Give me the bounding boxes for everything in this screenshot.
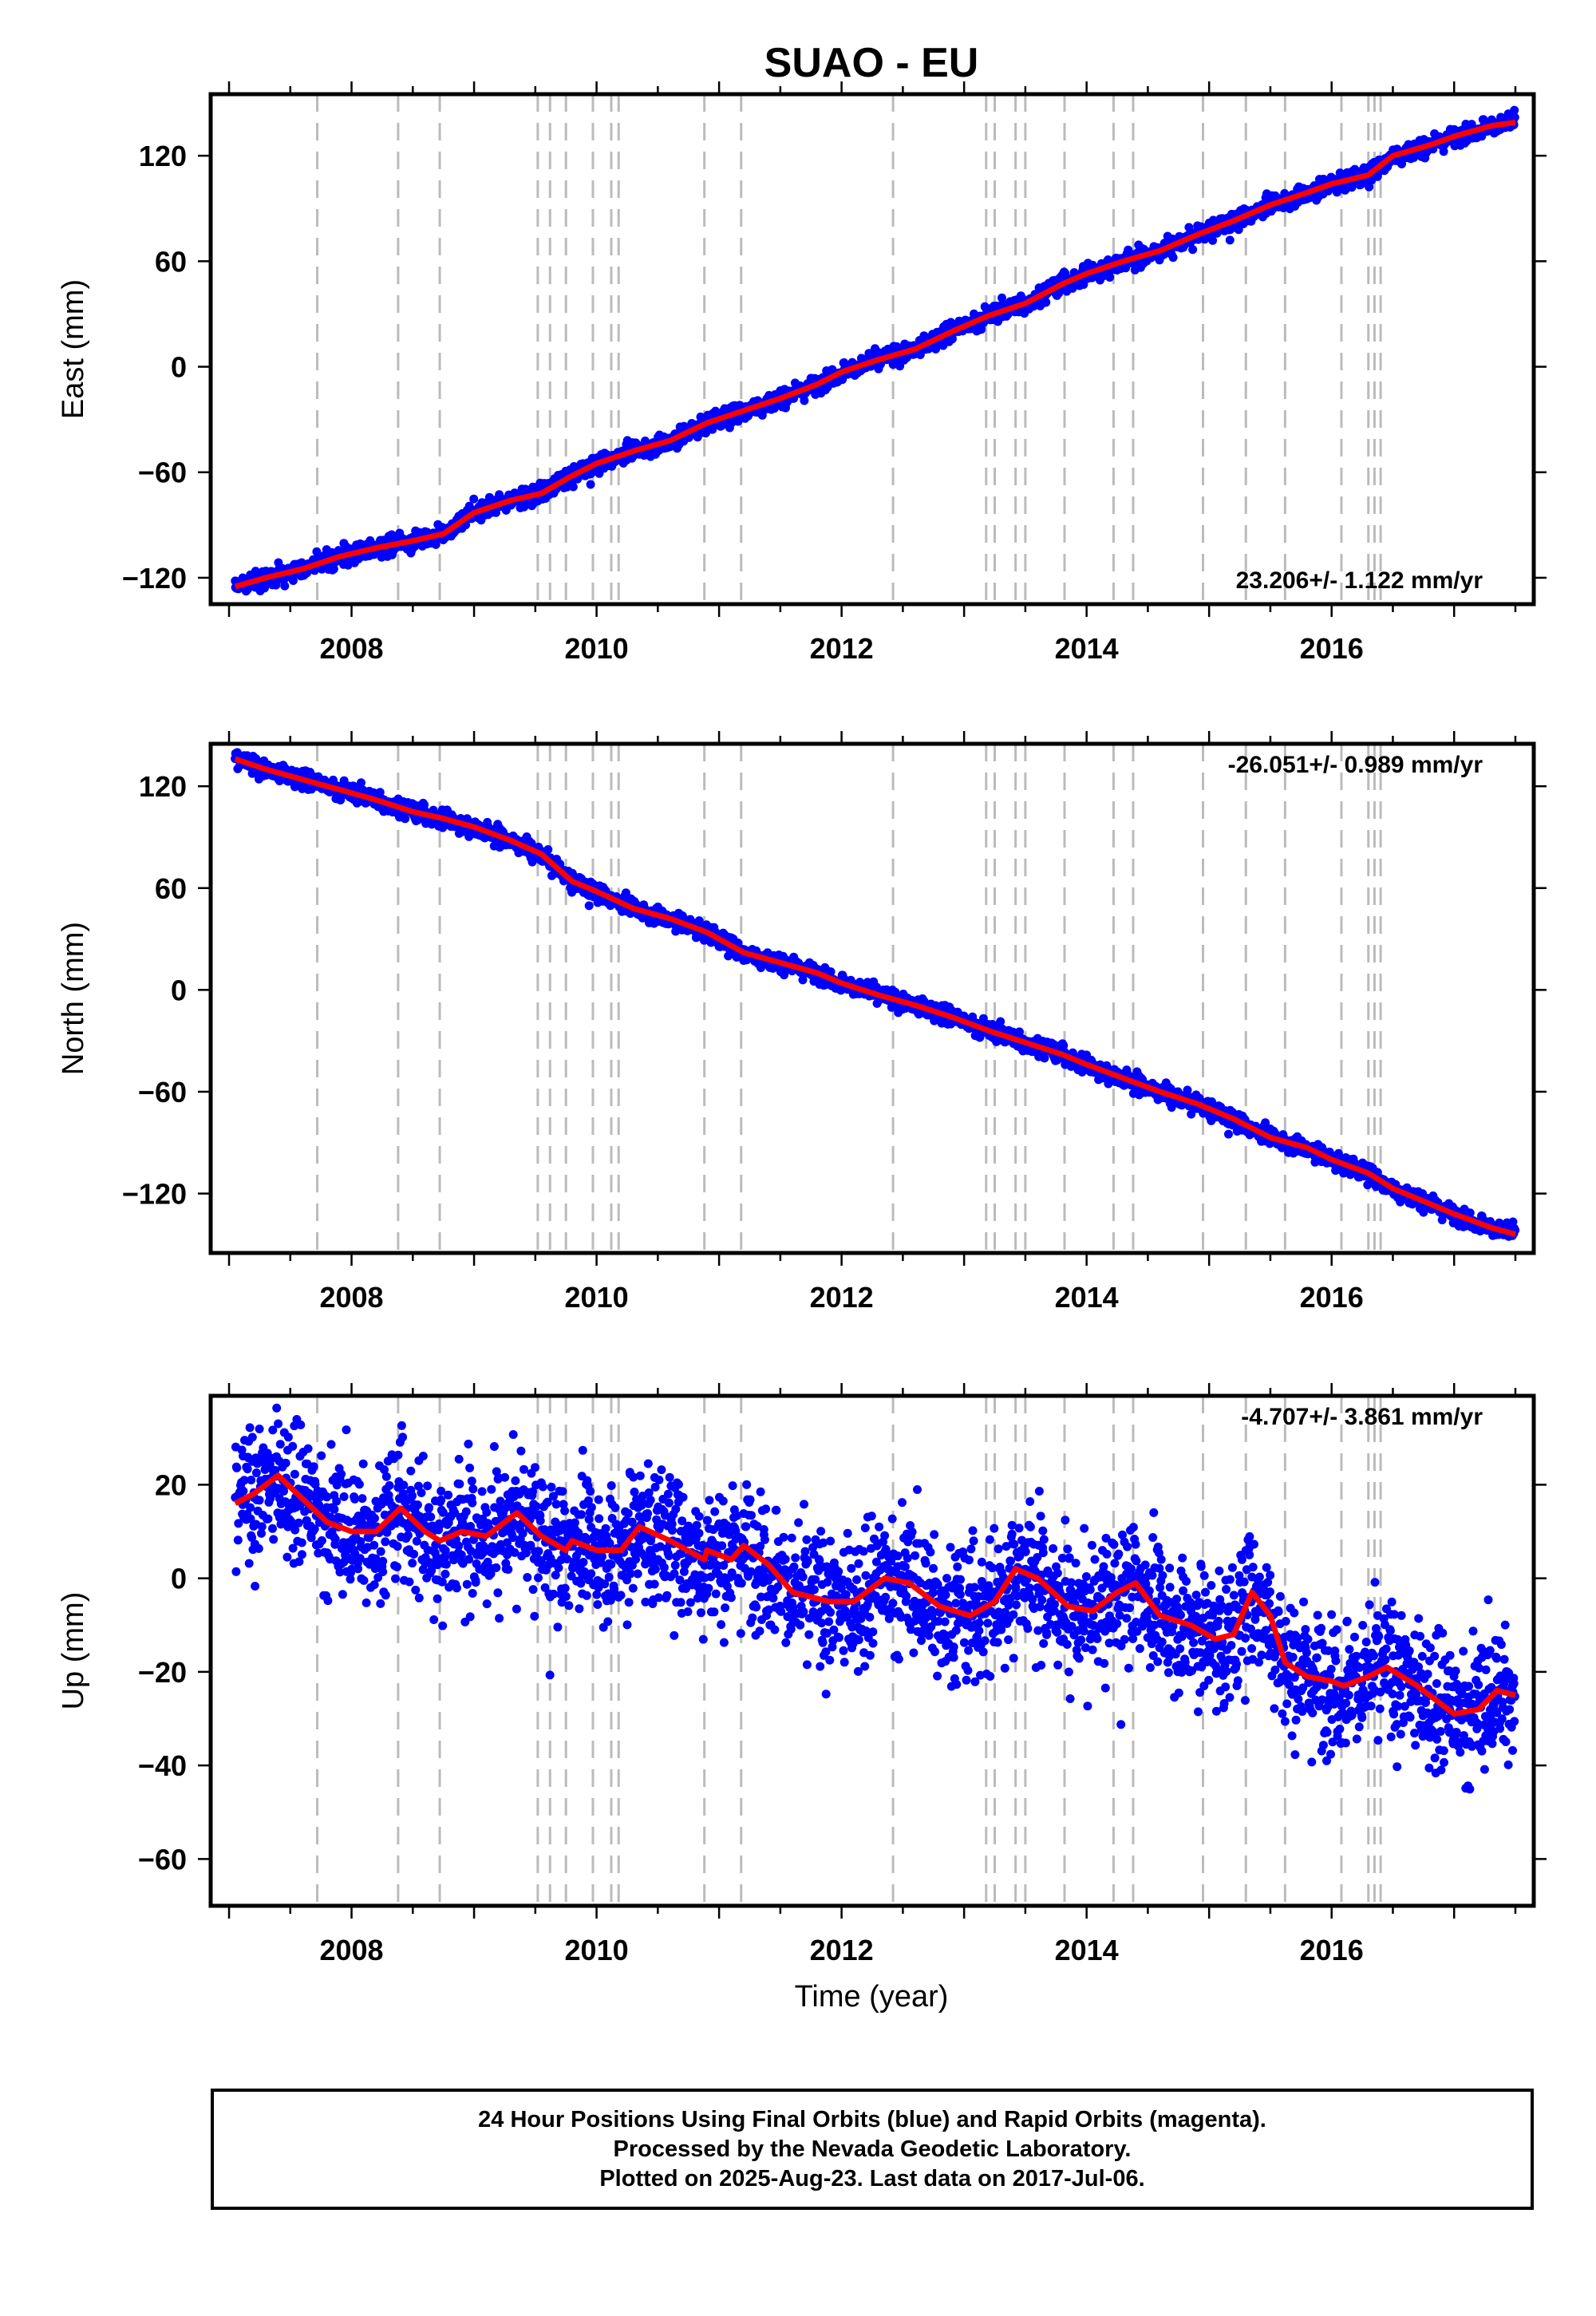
position-point — [1041, 298, 1051, 307]
y-axis-label: East (mm) — [57, 279, 90, 419]
y-tick-label: 120 — [139, 140, 187, 172]
position-point — [431, 539, 440, 549]
position-point — [1040, 1053, 1049, 1063]
position-point — [469, 494, 479, 504]
position-point — [288, 576, 298, 585]
velocity-label: 23.206+/- 1.122 mm/yr — [1236, 567, 1483, 594]
position-point — [1168, 253, 1178, 263]
position-point — [1224, 1129, 1233, 1139]
east-panel: 2008 2010 2012 2014 2016 −120 −60 0 60 120 East (m… — [57, 81, 1547, 665]
x-tick-label: 2008 — [319, 632, 383, 665]
position-point — [329, 564, 338, 574]
daily-positions — [231, 105, 1519, 596]
position-point — [1188, 245, 1198, 255]
x-tick-label: 2014 — [1055, 632, 1119, 665]
position-point — [568, 482, 578, 492]
position-point — [584, 901, 594, 911]
position-point — [543, 845, 553, 854]
y-tick-label: −60 — [138, 456, 187, 489]
position-point — [280, 581, 290, 591]
y-tick-label: 0 — [171, 351, 187, 384]
position-point — [401, 814, 410, 824]
position-point — [586, 480, 595, 489]
y-tick-label: 60 — [155, 245, 187, 278]
position-point — [800, 396, 809, 405]
x-tick-label: 2016 — [1300, 632, 1364, 665]
x-tick-label: 2010 — [565, 632, 629, 665]
position-point — [357, 778, 365, 788]
x-tick-label: 2012 — [810, 632, 874, 665]
position-point — [1225, 235, 1235, 245]
chart-title: SUAO - EU — [764, 40, 979, 86]
position-point — [996, 1017, 1005, 1026]
position-point — [1105, 273, 1115, 282]
y-tick-label: −120 — [122, 562, 187, 595]
